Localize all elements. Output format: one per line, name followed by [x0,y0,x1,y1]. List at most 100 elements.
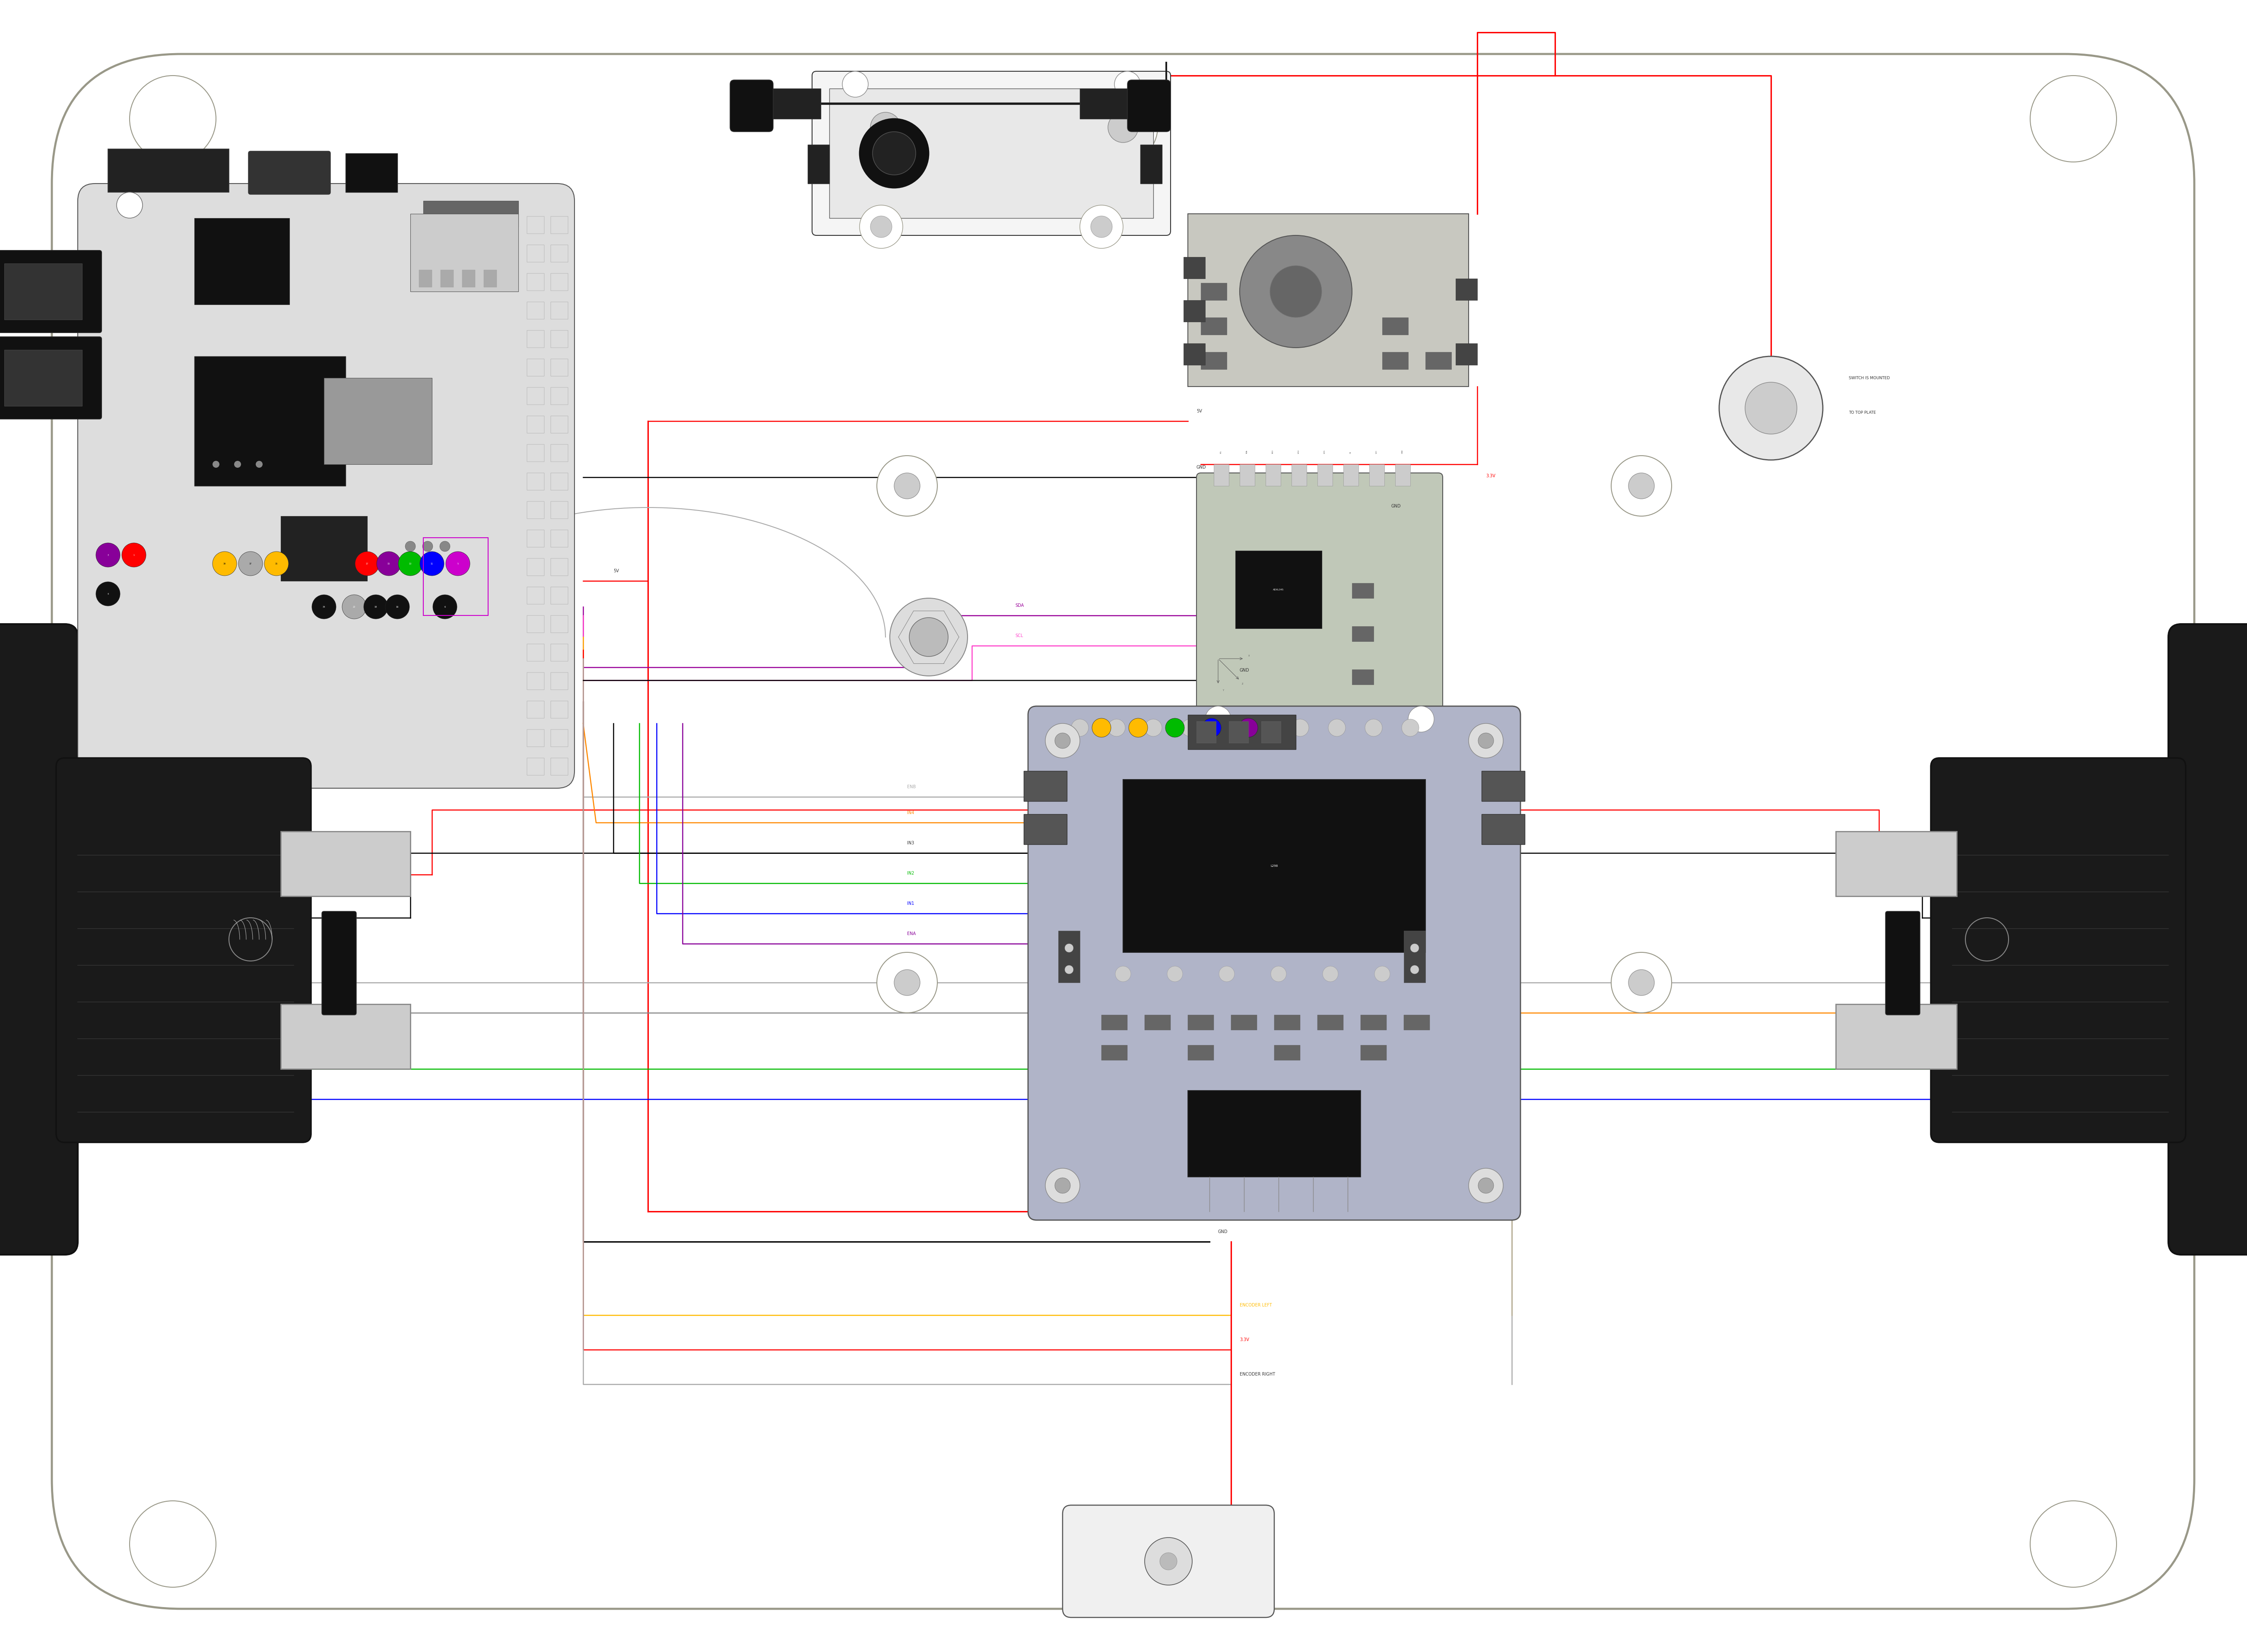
Circle shape [1218,966,1234,981]
Circle shape [894,472,919,499]
Text: ENCODER LEFT: ENCODER LEFT [1240,1303,1272,1307]
Bar [551,273,568,291]
Bar [195,218,290,304]
Bar [528,358,544,377]
Bar [411,213,519,291]
Circle shape [1479,733,1494,748]
Bar [528,758,544,775]
Circle shape [1470,724,1503,758]
Bar [1058,930,1081,983]
Circle shape [872,132,917,175]
Bar [324,378,431,464]
Circle shape [342,595,366,620]
Text: 5V: 5V [613,568,618,573]
Bar [1274,1046,1301,1061]
FancyBboxPatch shape [346,154,398,192]
Text: SCL: SCL [1016,634,1022,638]
Bar [1382,317,1409,335]
Circle shape [861,205,903,248]
Bar [528,244,544,263]
Bar [418,269,431,287]
FancyBboxPatch shape [249,152,330,195]
Bar [1184,344,1204,365]
Circle shape [312,595,337,620]
Circle shape [1054,1178,1070,1193]
Bar [551,586,568,605]
Bar [1200,317,1227,335]
FancyBboxPatch shape [730,79,773,132]
Bar [281,831,411,895]
Circle shape [2029,1500,2117,1588]
Bar [1261,722,1281,743]
Text: 39: 39 [222,563,227,565]
Circle shape [1746,382,1798,434]
Text: 35: 35 [274,563,279,565]
Bar [1362,1046,1386,1061]
Circle shape [398,552,422,575]
Bar [551,244,568,263]
Circle shape [1144,1538,1193,1584]
Bar [1265,464,1281,486]
Bar [528,730,544,747]
Bar [1139,145,1162,183]
Circle shape [1629,472,1654,499]
FancyBboxPatch shape [1885,912,1919,1014]
Bar [551,644,568,661]
Bar [1229,722,1249,743]
Bar [528,586,544,605]
Text: 3.3V: 3.3V [1240,1338,1249,1341]
Bar [551,358,568,377]
Circle shape [1202,719,1220,737]
Bar [1101,1046,1128,1061]
Bar [551,216,568,233]
Circle shape [1218,719,1236,737]
Text: 3.3V: 3.3V [1485,474,1494,477]
Circle shape [1159,1553,1177,1569]
Bar [1236,550,1321,628]
Circle shape [1115,966,1130,981]
FancyBboxPatch shape [4,350,83,406]
Bar [551,530,568,547]
Bar [1353,626,1373,641]
FancyBboxPatch shape [2168,624,2247,1254]
FancyBboxPatch shape [1930,758,2186,1143]
Bar [1836,831,1957,895]
Bar [422,202,519,226]
Bar [551,616,568,633]
Circle shape [1204,705,1231,732]
Circle shape [213,552,236,575]
Circle shape [1182,719,1198,737]
Bar [1395,464,1411,486]
Bar [1124,780,1425,952]
Circle shape [130,76,216,162]
FancyBboxPatch shape [1128,79,1171,132]
Text: 37: 37 [249,563,252,565]
Bar [551,472,568,491]
Bar [1240,464,1254,486]
Circle shape [876,456,937,515]
Circle shape [1323,966,1339,981]
Bar [1025,814,1067,844]
Circle shape [1719,357,1822,459]
Circle shape [1328,719,1346,737]
Bar [1456,344,1476,365]
Bar [1404,930,1425,983]
Circle shape [876,952,937,1013]
Bar [1101,1014,1128,1031]
Bar [528,672,544,691]
Bar [528,558,544,575]
Text: ENA: ENA [908,932,917,937]
FancyBboxPatch shape [56,758,310,1143]
Circle shape [1045,724,1081,758]
Bar [1144,1014,1171,1031]
FancyBboxPatch shape [0,337,101,420]
Bar [528,416,544,433]
Bar [1456,279,1476,301]
Circle shape [434,595,456,620]
Bar [551,730,568,747]
Bar [1292,464,1308,486]
Circle shape [97,544,119,567]
Circle shape [97,582,119,606]
Bar [1213,464,1229,486]
Text: 17: 17 [366,563,369,565]
